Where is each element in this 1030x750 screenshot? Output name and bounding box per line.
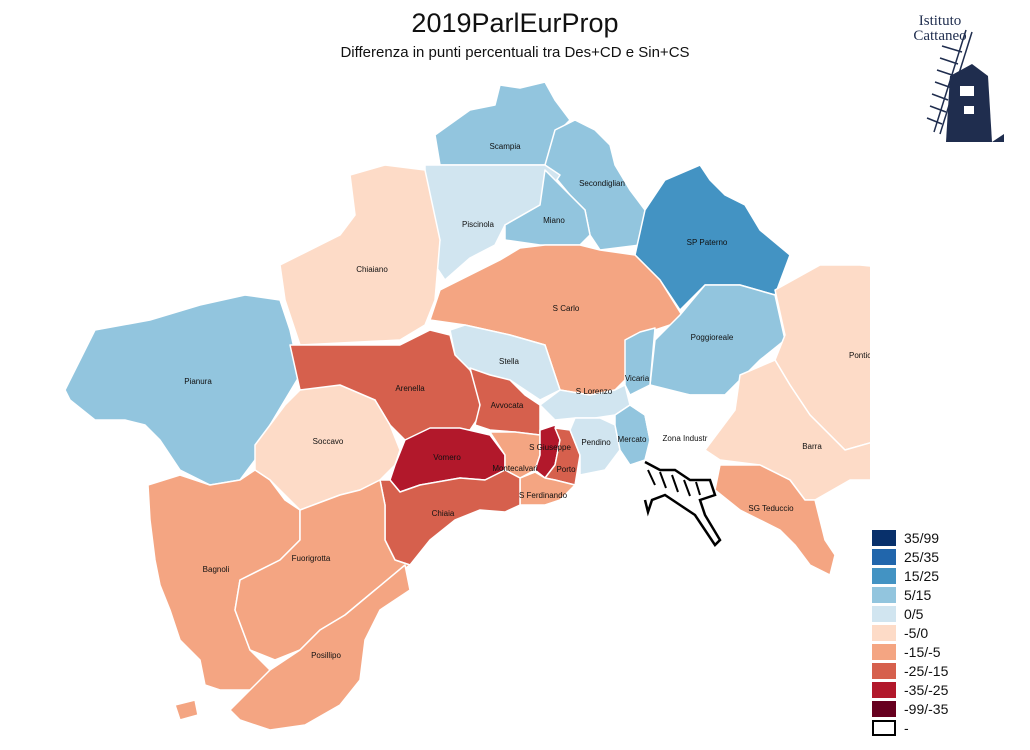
- zone-label-s-lorenzo: S Lorenzo: [576, 387, 613, 396]
- zone-sg-teduccio: [714, 464, 836, 576]
- legend-item: -5/0: [872, 623, 948, 642]
- legend-label: 15/25: [904, 567, 940, 584]
- legend-label: -99/-35: [904, 700, 949, 717]
- zone-label-bagnoli: Bagnoli: [203, 565, 230, 574]
- legend-label: -15/-5: [904, 643, 941, 660]
- legend-swatch: [872, 605, 896, 622]
- zone-label-chiaia: Chiaia: [432, 509, 455, 518]
- zone-label-s-ferdinando: S Ferdinando: [519, 491, 568, 500]
- zone-label-piscinola: Piscinola: [462, 220, 495, 229]
- zone-label-chiaiano: Chiaiano: [356, 265, 388, 274]
- legend-swatch: [872, 681, 896, 698]
- legend-item: 35/99: [872, 528, 948, 547]
- zone-label-arenella: Arenella: [395, 384, 425, 393]
- zone-label-zona-industriale: Zona Industr: [663, 434, 708, 443]
- zone-label-vomero: Vomero: [433, 453, 461, 462]
- naples-quartieri-map: Scampia Secondiglian Piscinola Miano SP Pate…: [64, 81, 870, 731]
- zone-label-s-giuseppe: S Giuseppe: [529, 443, 571, 452]
- zone-pendino: [569, 417, 621, 476]
- legend-item: -25/-15: [872, 661, 948, 680]
- zone-label-s-carlo: S Carlo: [553, 304, 580, 313]
- zone-label-sg-teduccio: SG Teduccio: [748, 504, 794, 513]
- zone-s-lorenzo: [539, 384, 631, 421]
- zone-label-secondigliano: Secondiglian: [579, 179, 625, 188]
- legend-swatch: [872, 529, 896, 546]
- legend-item: -15/-5: [872, 642, 948, 661]
- legend-item: 0/5: [872, 604, 948, 623]
- zone-label-fuorigrotta: Fuorigrotta: [292, 554, 331, 563]
- zone-label-scampia: Scampia: [489, 142, 521, 151]
- map-title: 2019ParlEurProp: [411, 8, 619, 38]
- zone-barra: [704, 359, 870, 501]
- zone-label-sp-paterno: SP Paterno: [687, 238, 728, 247]
- map-legend: 35/99 25/35 15/25 5/15 0/5 -5/0 -15/-5 -25/-15 -…: [872, 528, 948, 737]
- zone-label-pianura: Pianura: [184, 377, 212, 386]
- legend-item: 15/25: [872, 566, 948, 585]
- legend-label: -35/-25: [904, 681, 949, 698]
- zone-posillipo: [174, 699, 199, 721]
- zone-label-posillipo: Posillipo: [311, 651, 341, 660]
- legend-item: -35/-25: [872, 680, 948, 699]
- legend-label: 0/5: [904, 605, 924, 622]
- legend-item: 5/15: [872, 585, 948, 604]
- zone-label-poggioreale: Poggioreale: [691, 333, 734, 342]
- zone-s-ferdinando: [519, 471, 576, 506]
- zone-chiaiano: [279, 164, 441, 346]
- legend-label: -: [904, 719, 909, 736]
- zone-label-pendino: Pendino: [581, 438, 611, 447]
- map-subtitle: Differenza in punti percentuali tra Des+…: [340, 44, 690, 61]
- logo-line-2: Cattaneo: [913, 28, 967, 44]
- legend-label: 35/99: [904, 529, 940, 546]
- zone-posillipo: [229, 564, 411, 731]
- legend-label: 25/35: [904, 548, 940, 565]
- zone-label-vicaria: Vicaria: [625, 374, 650, 383]
- legend-item: -: [872, 718, 948, 737]
- zone-label-montecalvario: Montecalvari: [492, 464, 538, 473]
- legend-swatch: [872, 624, 896, 641]
- legend-swatch: [872, 700, 896, 717]
- zone-label-soccavo: Soccavo: [313, 437, 344, 446]
- windmill-icon: [926, 29, 1004, 142]
- zone-label-avvocata: Avvocata: [491, 401, 524, 410]
- legend-swatch: [872, 662, 896, 679]
- zone-label-porto: Porto: [556, 465, 576, 474]
- legend-swatch: [872, 548, 896, 565]
- legend-label: -5/0: [904, 624, 929, 641]
- legend-swatch: [872, 567, 896, 584]
- legend-swatch: [872, 586, 896, 603]
- zone-label-ponticelli: Ponticelli: [849, 351, 870, 360]
- legend-item: -99/-35: [872, 699, 948, 718]
- logo-line-1: Istituto: [918, 13, 962, 29]
- zone-label-miano: Miano: [543, 216, 565, 225]
- istituto-cattaneo-logo: Istituto Cattaneo: [880, 14, 1015, 154]
- zone-label-barra: Barra: [802, 442, 822, 451]
- legend-swatch: [872, 643, 896, 660]
- zone-label-mercato: Mercato: [618, 435, 647, 444]
- zone-label-stella: Stella: [499, 357, 520, 366]
- legend-item: 25/35: [872, 547, 948, 566]
- legend-swatch: [872, 719, 896, 736]
- legend-label: 5/15: [904, 586, 932, 603]
- legend-label: -25/-15: [904, 662, 949, 679]
